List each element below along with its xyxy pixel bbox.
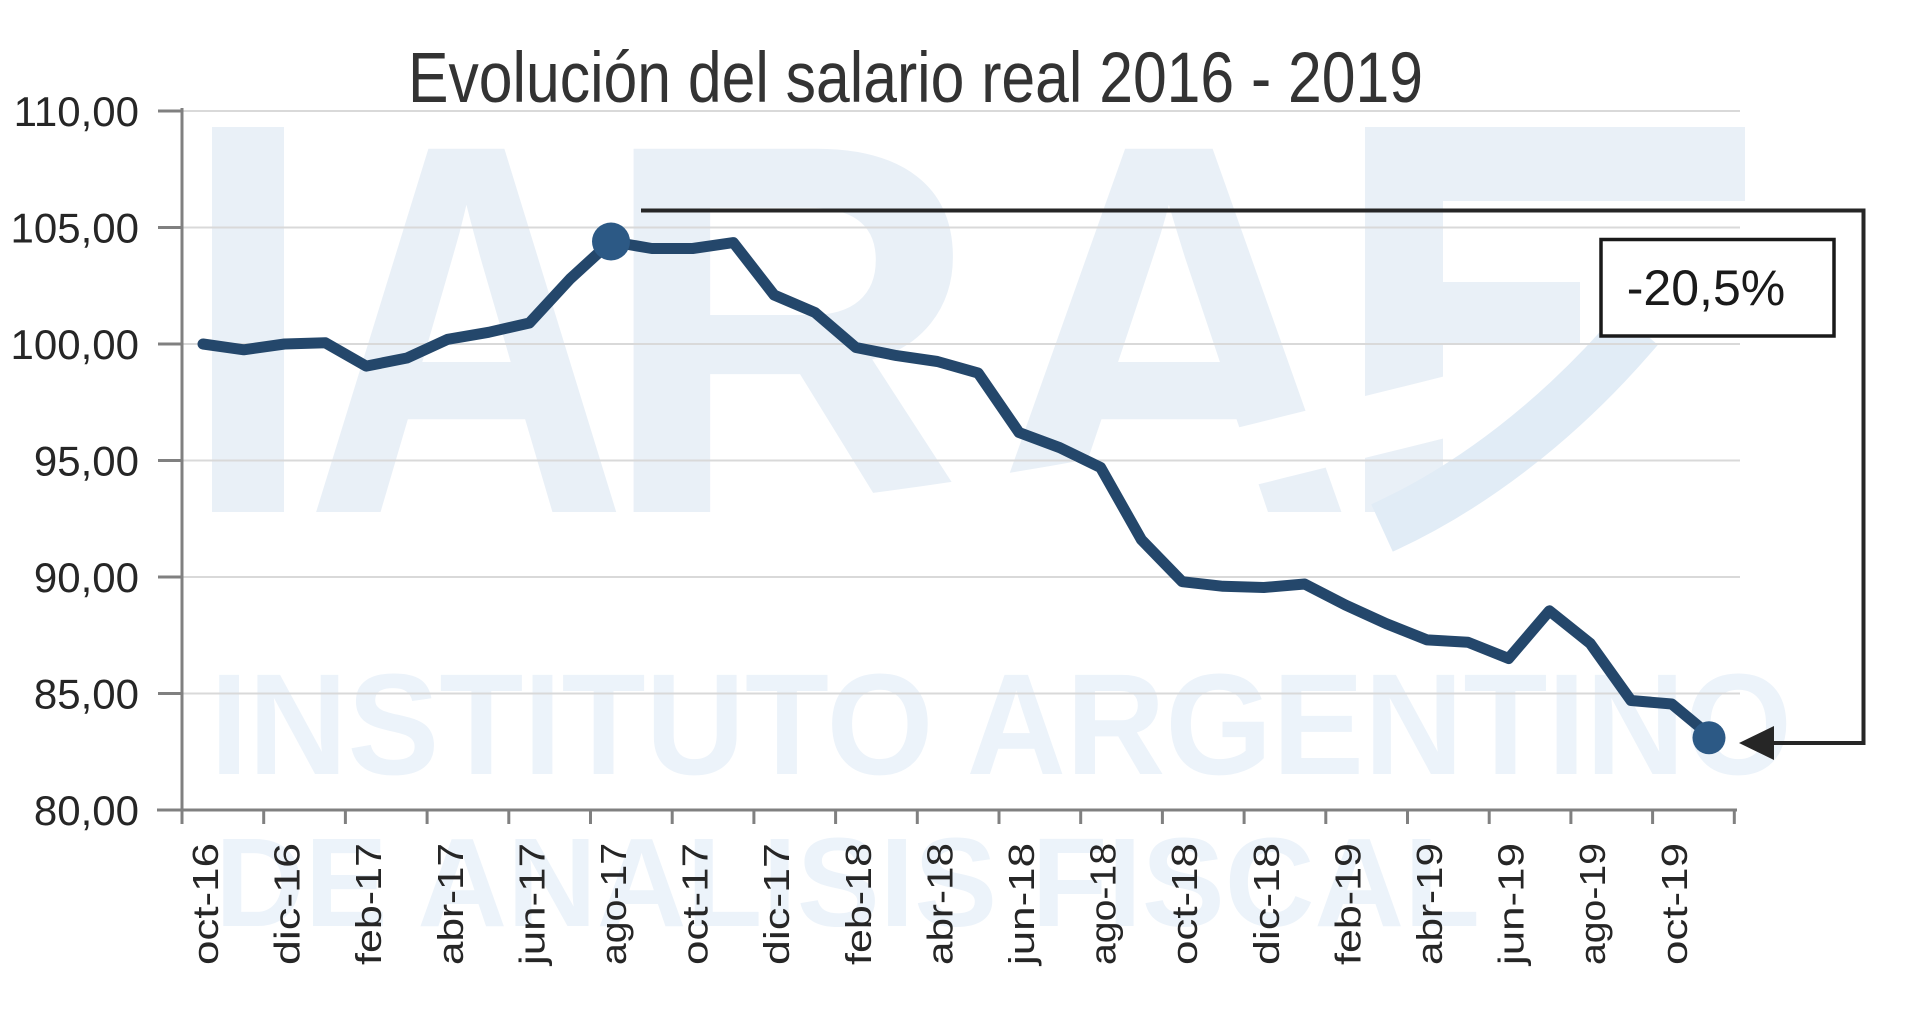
svg-text:ago-18: ago-18 [1083, 843, 1124, 965]
svg-text:oct-18: oct-18 [1164, 843, 1205, 965]
svg-text:A: A [983, 34, 1355, 624]
svg-text:DE ANALISIS FISCAL: DE ANALISIS FISCAL [215, 812, 1480, 953]
svg-text:feb-17: feb-17 [348, 843, 389, 965]
svg-text:INSTITUTO ARGENTINO: INSTITUTO ARGENTINO [210, 644, 1792, 805]
svg-text:100,00: 100,00 [11, 321, 139, 368]
svg-text:ago-19: ago-19 [1572, 843, 1613, 965]
svg-text:jun-18: jun-18 [1001, 843, 1042, 966]
svg-text:90,00: 90,00 [34, 554, 139, 601]
svg-text:abr-17: abr-17 [430, 843, 471, 965]
svg-text:110,00: 110,00 [14, 88, 139, 135]
svg-text:-20,5%: -20,5% [1627, 260, 1785, 316]
svg-text:dic-17: dic-17 [756, 843, 797, 965]
svg-text:105,00: 105,00 [11, 205, 139, 252]
svg-text:85,00: 85,00 [34, 671, 139, 718]
svg-text:ago-17: ago-17 [593, 843, 634, 965]
svg-text:feb-19: feb-19 [1327, 843, 1368, 965]
svg-text:jun-19: jun-19 [1491, 843, 1532, 966]
svg-text:oct-16: oct-16 [185, 843, 226, 965]
svg-text:abr-18: abr-18 [919, 843, 960, 965]
svg-text:oct-19: oct-19 [1654, 843, 1695, 965]
svg-text:dic-16: dic-16 [267, 843, 308, 965]
svg-text:80,00: 80,00 [34, 787, 139, 834]
svg-text:feb-18: feb-18 [838, 843, 879, 965]
svg-text:jun-17: jun-17 [511, 843, 552, 966]
svg-text:oct-17: oct-17 [675, 843, 716, 965]
svg-text:Evolución del salario real 201: Evolución del salario real 2016 - 2019 [408, 39, 1423, 118]
svg-text:95,00: 95,00 [34, 438, 139, 485]
svg-text:dic-18: dic-18 [1246, 843, 1287, 965]
svg-text:abr-19: abr-19 [1409, 843, 1450, 965]
